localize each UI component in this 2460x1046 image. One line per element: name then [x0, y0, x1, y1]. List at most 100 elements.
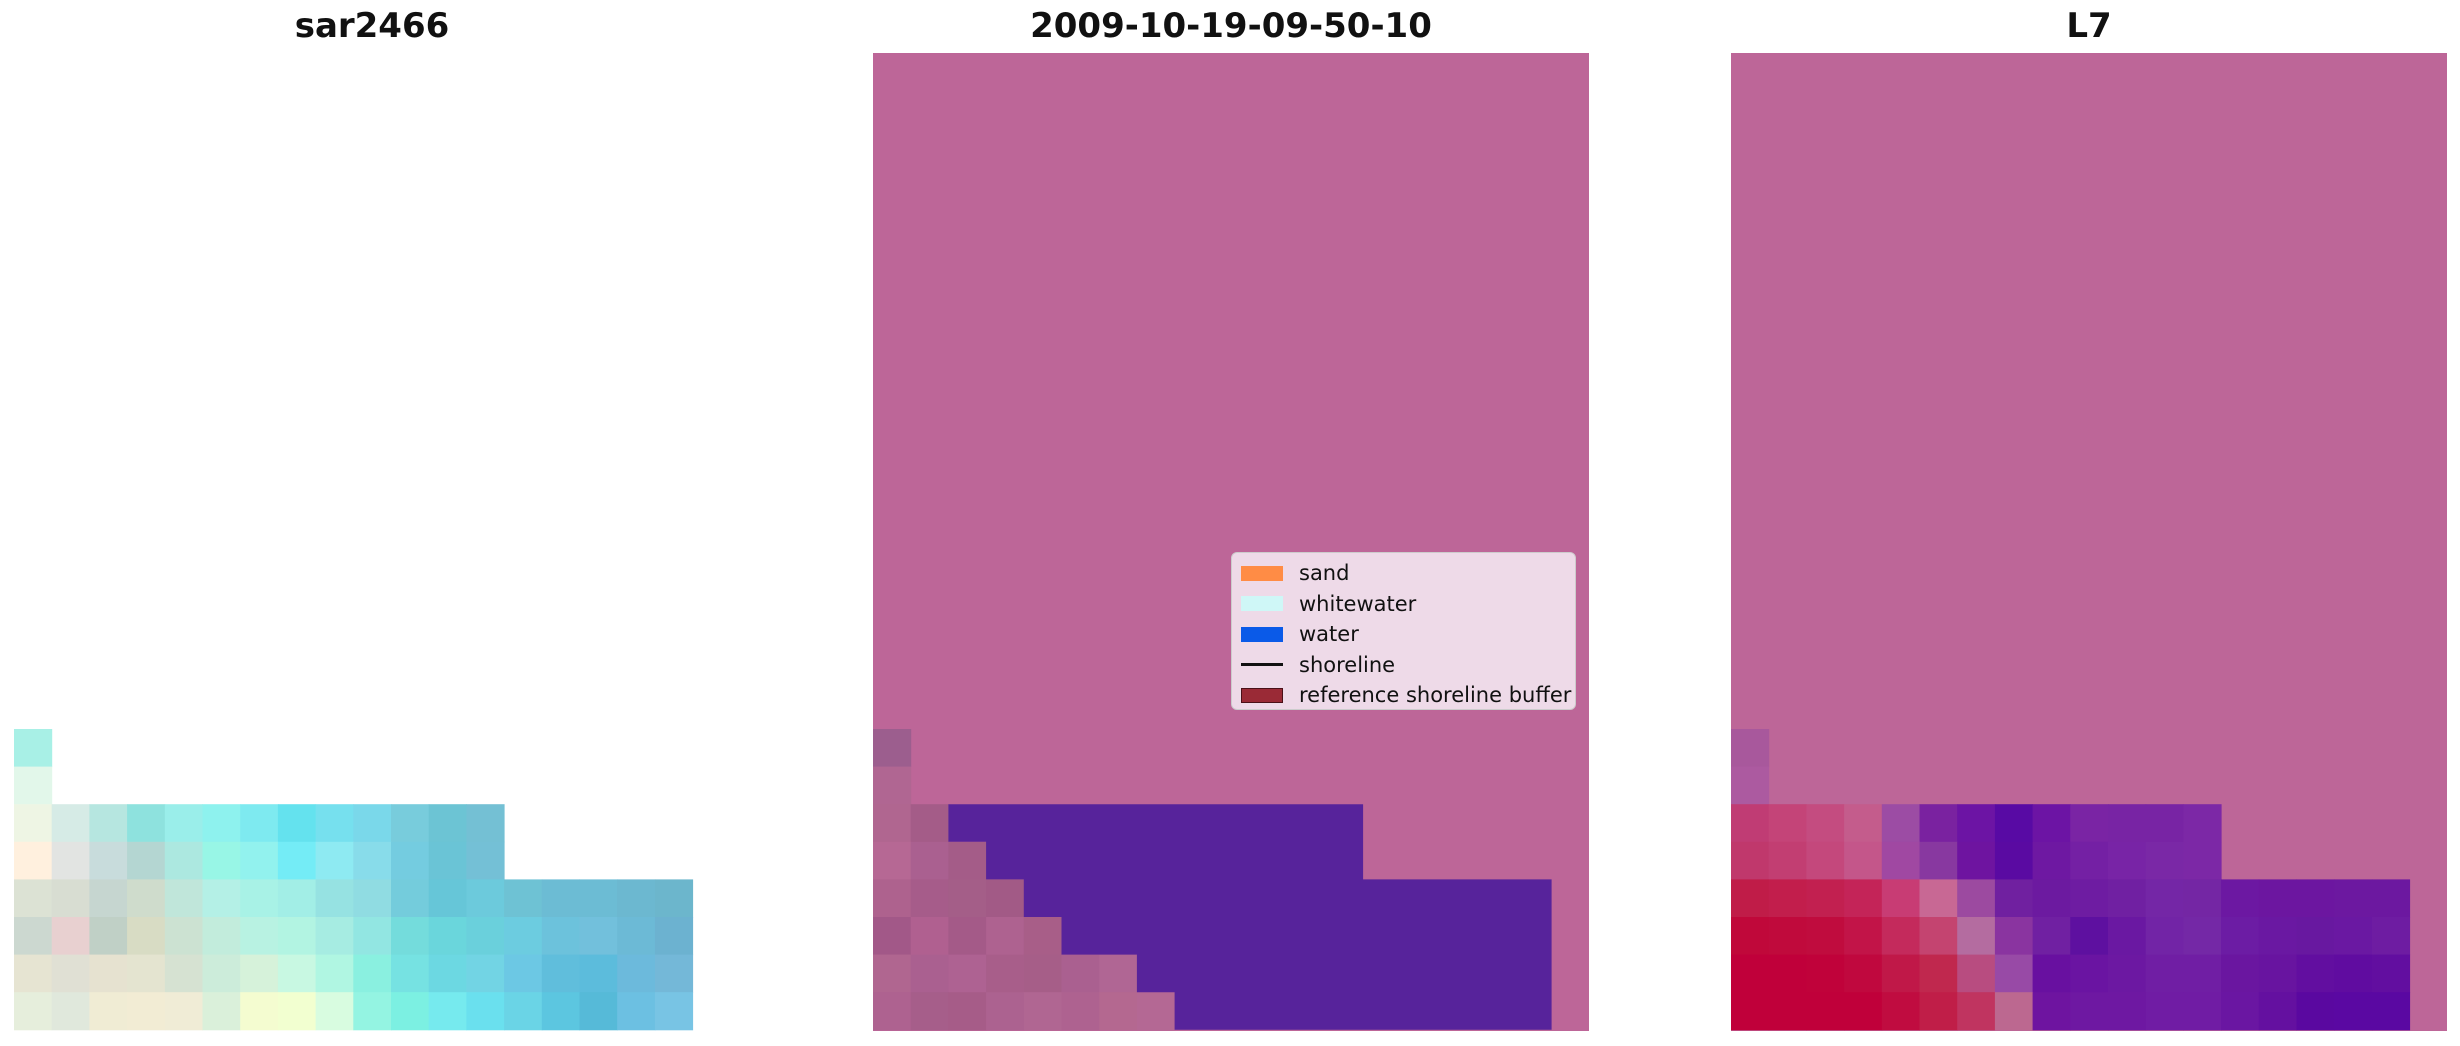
- satellite-pixel: [1994, 954, 2034, 993]
- classified-image-panel: [873, 53, 1589, 1031]
- rgb-pixel: [202, 841, 241, 880]
- satellite-pixel: [2145, 992, 2184, 1031]
- satellite-pixel: [2145, 879, 2184, 918]
- rgb-pixel: [353, 804, 392, 843]
- rgb-pixel: [164, 917, 203, 956]
- satellite-pixel: [1994, 879, 2034, 918]
- rgb-pixel: [654, 954, 694, 993]
- satellite-pixel: [1919, 992, 1958, 1031]
- rgb-pixel: [277, 954, 317, 993]
- satellite-pixel: [1957, 917, 1996, 956]
- satellite-pixel: [1731, 804, 1770, 843]
- legend: sand whitewater water shoreline referenc…: [1231, 552, 1576, 710]
- satellite-pixel: [2108, 804, 2147, 843]
- satellite-pixel: [1919, 917, 1958, 956]
- legend-swatch-water: [1241, 626, 1283, 642]
- rgb-pixel: [51, 804, 90, 843]
- rgb-pixel: [164, 954, 203, 993]
- satellite-pixel: [1881, 841, 1920, 880]
- shore-pixel: [1136, 992, 1176, 1031]
- satellite-pixel: [1881, 917, 1920, 956]
- satellite-pixel: [2145, 954, 2184, 993]
- rgb-pixel: [89, 954, 128, 993]
- shore-pixel: [910, 992, 949, 1031]
- rgb-pixel: [277, 917, 317, 956]
- satellite-pixel: [1768, 841, 1807, 880]
- satellite-pixel: [1768, 804, 1807, 843]
- rgb-pixel: [504, 992, 543, 1031]
- satellite-pixel: [1957, 804, 1996, 843]
- shore-pixel: [948, 917, 987, 956]
- satellite-pixel: [1731, 841, 1770, 880]
- satellite-pixel: [2221, 917, 2260, 956]
- shore-pixel: [948, 992, 987, 1031]
- shore-pixel: [948, 841, 987, 880]
- rgb-pixel: [579, 917, 618, 956]
- satellite-pixel: [1957, 992, 1996, 1031]
- rgb-pixel: [51, 879, 90, 918]
- satellite-pixel: [2032, 841, 2071, 880]
- classified-image: [873, 53, 1589, 1031]
- satellite-pixel: [1919, 954, 1958, 993]
- shore-pixel: [1023, 992, 1062, 1031]
- satellite-pixel: [1806, 879, 1845, 918]
- legend-label-shoreline: shoreline: [1299, 652, 1396, 677]
- rgb-pixel: [654, 992, 694, 1031]
- rgb-pixel: [127, 992, 166, 1031]
- rgb-pixel: [89, 804, 128, 843]
- satellite-pixel: [2183, 992, 2222, 1031]
- satellite-pixel: [1731, 766, 1770, 805]
- shore-pixel: [948, 954, 987, 993]
- rgb-pixel: [353, 879, 392, 918]
- rgb-pixel: [240, 804, 279, 843]
- legend-label-whitewater: whitewater: [1299, 591, 1417, 616]
- shore-pixel: [1061, 954, 1100, 993]
- shore-pixel: [1023, 917, 1062, 956]
- shore-pixel: [873, 917, 912, 956]
- satellite-pixel: [1731, 879, 1770, 918]
- satellite-pixel: [2258, 954, 2297, 993]
- rgb-pixel: [315, 841, 354, 880]
- shore-pixel: [1023, 954, 1062, 993]
- rgb-pixel: [541, 879, 580, 918]
- satellite-pixel: [1844, 804, 1883, 843]
- rgb-pixel: [14, 992, 53, 1031]
- rgb-pixel: [14, 841, 53, 880]
- satellite-pixel: [1768, 917, 1807, 956]
- shore-pixel: [1099, 954, 1138, 993]
- rgb-pixel: [240, 841, 279, 880]
- rgb-pixel: [617, 954, 656, 993]
- satellite-pixel: [1806, 917, 1845, 956]
- rgb-pixel: [579, 879, 618, 918]
- rgb-pixel: [617, 917, 656, 956]
- satellite-pixel: [1994, 992, 2034, 1031]
- satellite-pixel: [2334, 917, 2373, 956]
- satellite-pixel: [2258, 992, 2297, 1031]
- satellite-pixel: [2032, 954, 2071, 993]
- rgb-pixel: [654, 879, 694, 918]
- satellite-pixel: [1806, 841, 1845, 880]
- satellite-pixel: [2296, 879, 2335, 918]
- rgb-pixel: [315, 992, 354, 1031]
- rgb-pixel: [51, 992, 90, 1031]
- rgb-pixel: [654, 917, 694, 956]
- rgb-pixel: [466, 841, 505, 880]
- rgb-pixel: [315, 879, 354, 918]
- rgb-pixel: [466, 804, 505, 843]
- legend-item-reference-buffer: reference shoreline buffer: [1232, 680, 1575, 711]
- legend-item-shoreline: shoreline: [1232, 650, 1575, 681]
- satellite-pixel: [1881, 954, 1920, 993]
- rgb-pixel: [315, 804, 354, 843]
- legend-label-sand: sand: [1299, 561, 1350, 586]
- rgb-pixel: [617, 879, 656, 918]
- rgb-pixel: [202, 954, 241, 993]
- rgb-pixel: [315, 917, 354, 956]
- satellite-pixel: [2108, 992, 2147, 1031]
- rgb-pixel: [127, 804, 166, 843]
- shore-pixel: [873, 954, 912, 993]
- rgb-pixel: [353, 841, 392, 880]
- satellite-pixel: [2221, 954, 2260, 993]
- rgb-pixel: [391, 841, 430, 880]
- satellite-pixel: [1844, 879, 1883, 918]
- rgb-pixel: [391, 917, 430, 956]
